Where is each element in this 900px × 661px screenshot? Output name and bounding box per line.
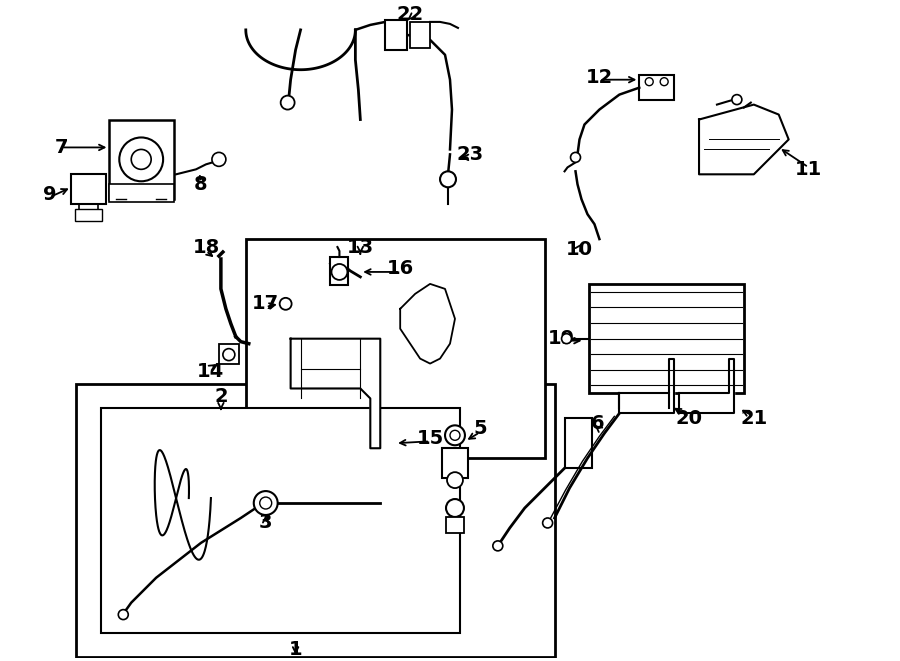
Polygon shape (699, 104, 788, 175)
Circle shape (223, 348, 235, 361)
Bar (71, 175, 106, 204)
Text: 1: 1 (289, 640, 302, 659)
Bar (102, 408, 460, 633)
Circle shape (254, 491, 278, 515)
Text: 17: 17 (252, 294, 279, 313)
Circle shape (571, 153, 580, 163)
Circle shape (645, 78, 653, 86)
Circle shape (131, 149, 151, 169)
Bar (246, 239, 544, 458)
Bar (442, 448, 468, 478)
Bar (410, 22, 430, 48)
Bar (590, 284, 744, 393)
Text: 21: 21 (740, 409, 768, 428)
Text: 3: 3 (259, 514, 273, 533)
Text: 16: 16 (387, 260, 414, 278)
Text: 22: 22 (397, 5, 424, 24)
Circle shape (440, 171, 456, 187)
Circle shape (280, 298, 292, 310)
Bar (385, 20, 407, 50)
Circle shape (120, 137, 163, 181)
Polygon shape (680, 359, 734, 413)
Circle shape (732, 95, 742, 104)
Text: 10: 10 (566, 239, 593, 258)
Polygon shape (400, 284, 455, 364)
Text: 14: 14 (197, 362, 225, 381)
Circle shape (493, 541, 503, 551)
Bar (639, 75, 674, 100)
Bar (219, 344, 238, 364)
Text: 7: 7 (55, 138, 68, 157)
Circle shape (445, 425, 465, 446)
Text: 6: 6 (590, 414, 604, 433)
Text: 11: 11 (795, 160, 823, 179)
Polygon shape (291, 338, 381, 448)
Text: 20: 20 (676, 409, 703, 428)
Text: 8: 8 (194, 175, 208, 194)
Polygon shape (619, 359, 674, 413)
Circle shape (331, 264, 347, 280)
Circle shape (212, 153, 226, 167)
Circle shape (661, 78, 668, 86)
Text: 19: 19 (548, 329, 575, 348)
Circle shape (260, 497, 272, 509)
Bar (76, 209, 103, 221)
Text: 2: 2 (214, 387, 228, 406)
Text: 4: 4 (448, 518, 462, 537)
Bar (330, 257, 348, 285)
Text: 15: 15 (417, 429, 444, 447)
Text: 18: 18 (193, 237, 220, 256)
Circle shape (281, 96, 294, 110)
Text: 12: 12 (586, 68, 613, 87)
Circle shape (446, 499, 464, 517)
Text: 5: 5 (473, 419, 487, 438)
Bar (109, 120, 174, 199)
Bar (109, 184, 174, 202)
Text: 9: 9 (43, 184, 57, 204)
Bar (446, 517, 464, 533)
Circle shape (562, 334, 572, 344)
Circle shape (450, 430, 460, 440)
Bar (564, 418, 592, 468)
Bar (76, 383, 554, 658)
Text: 23: 23 (456, 145, 483, 164)
Circle shape (447, 472, 463, 488)
Text: 13: 13 (346, 237, 374, 256)
Circle shape (543, 518, 553, 528)
Circle shape (118, 609, 129, 619)
